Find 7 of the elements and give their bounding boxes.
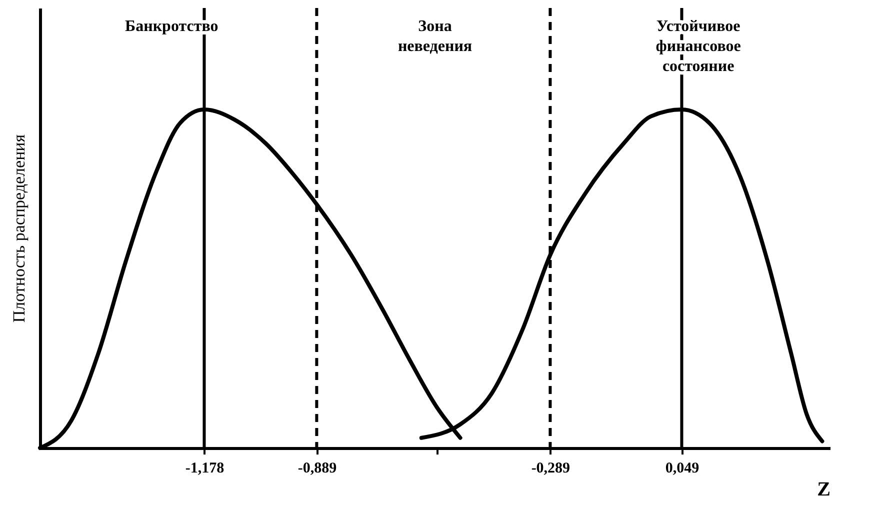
y-axis-title: Плотность распределения — [10, 134, 28, 323]
x-axis-title: Z — [817, 478, 830, 500]
x-tick-label: -1,178 — [185, 460, 224, 476]
text: Зона неведения — [398, 18, 472, 55]
x-tick-label: -0,289 — [531, 460, 570, 476]
x-tick-label: 0,049 — [665, 460, 700, 476]
x-tick-label: -0,889 — [298, 460, 337, 476]
